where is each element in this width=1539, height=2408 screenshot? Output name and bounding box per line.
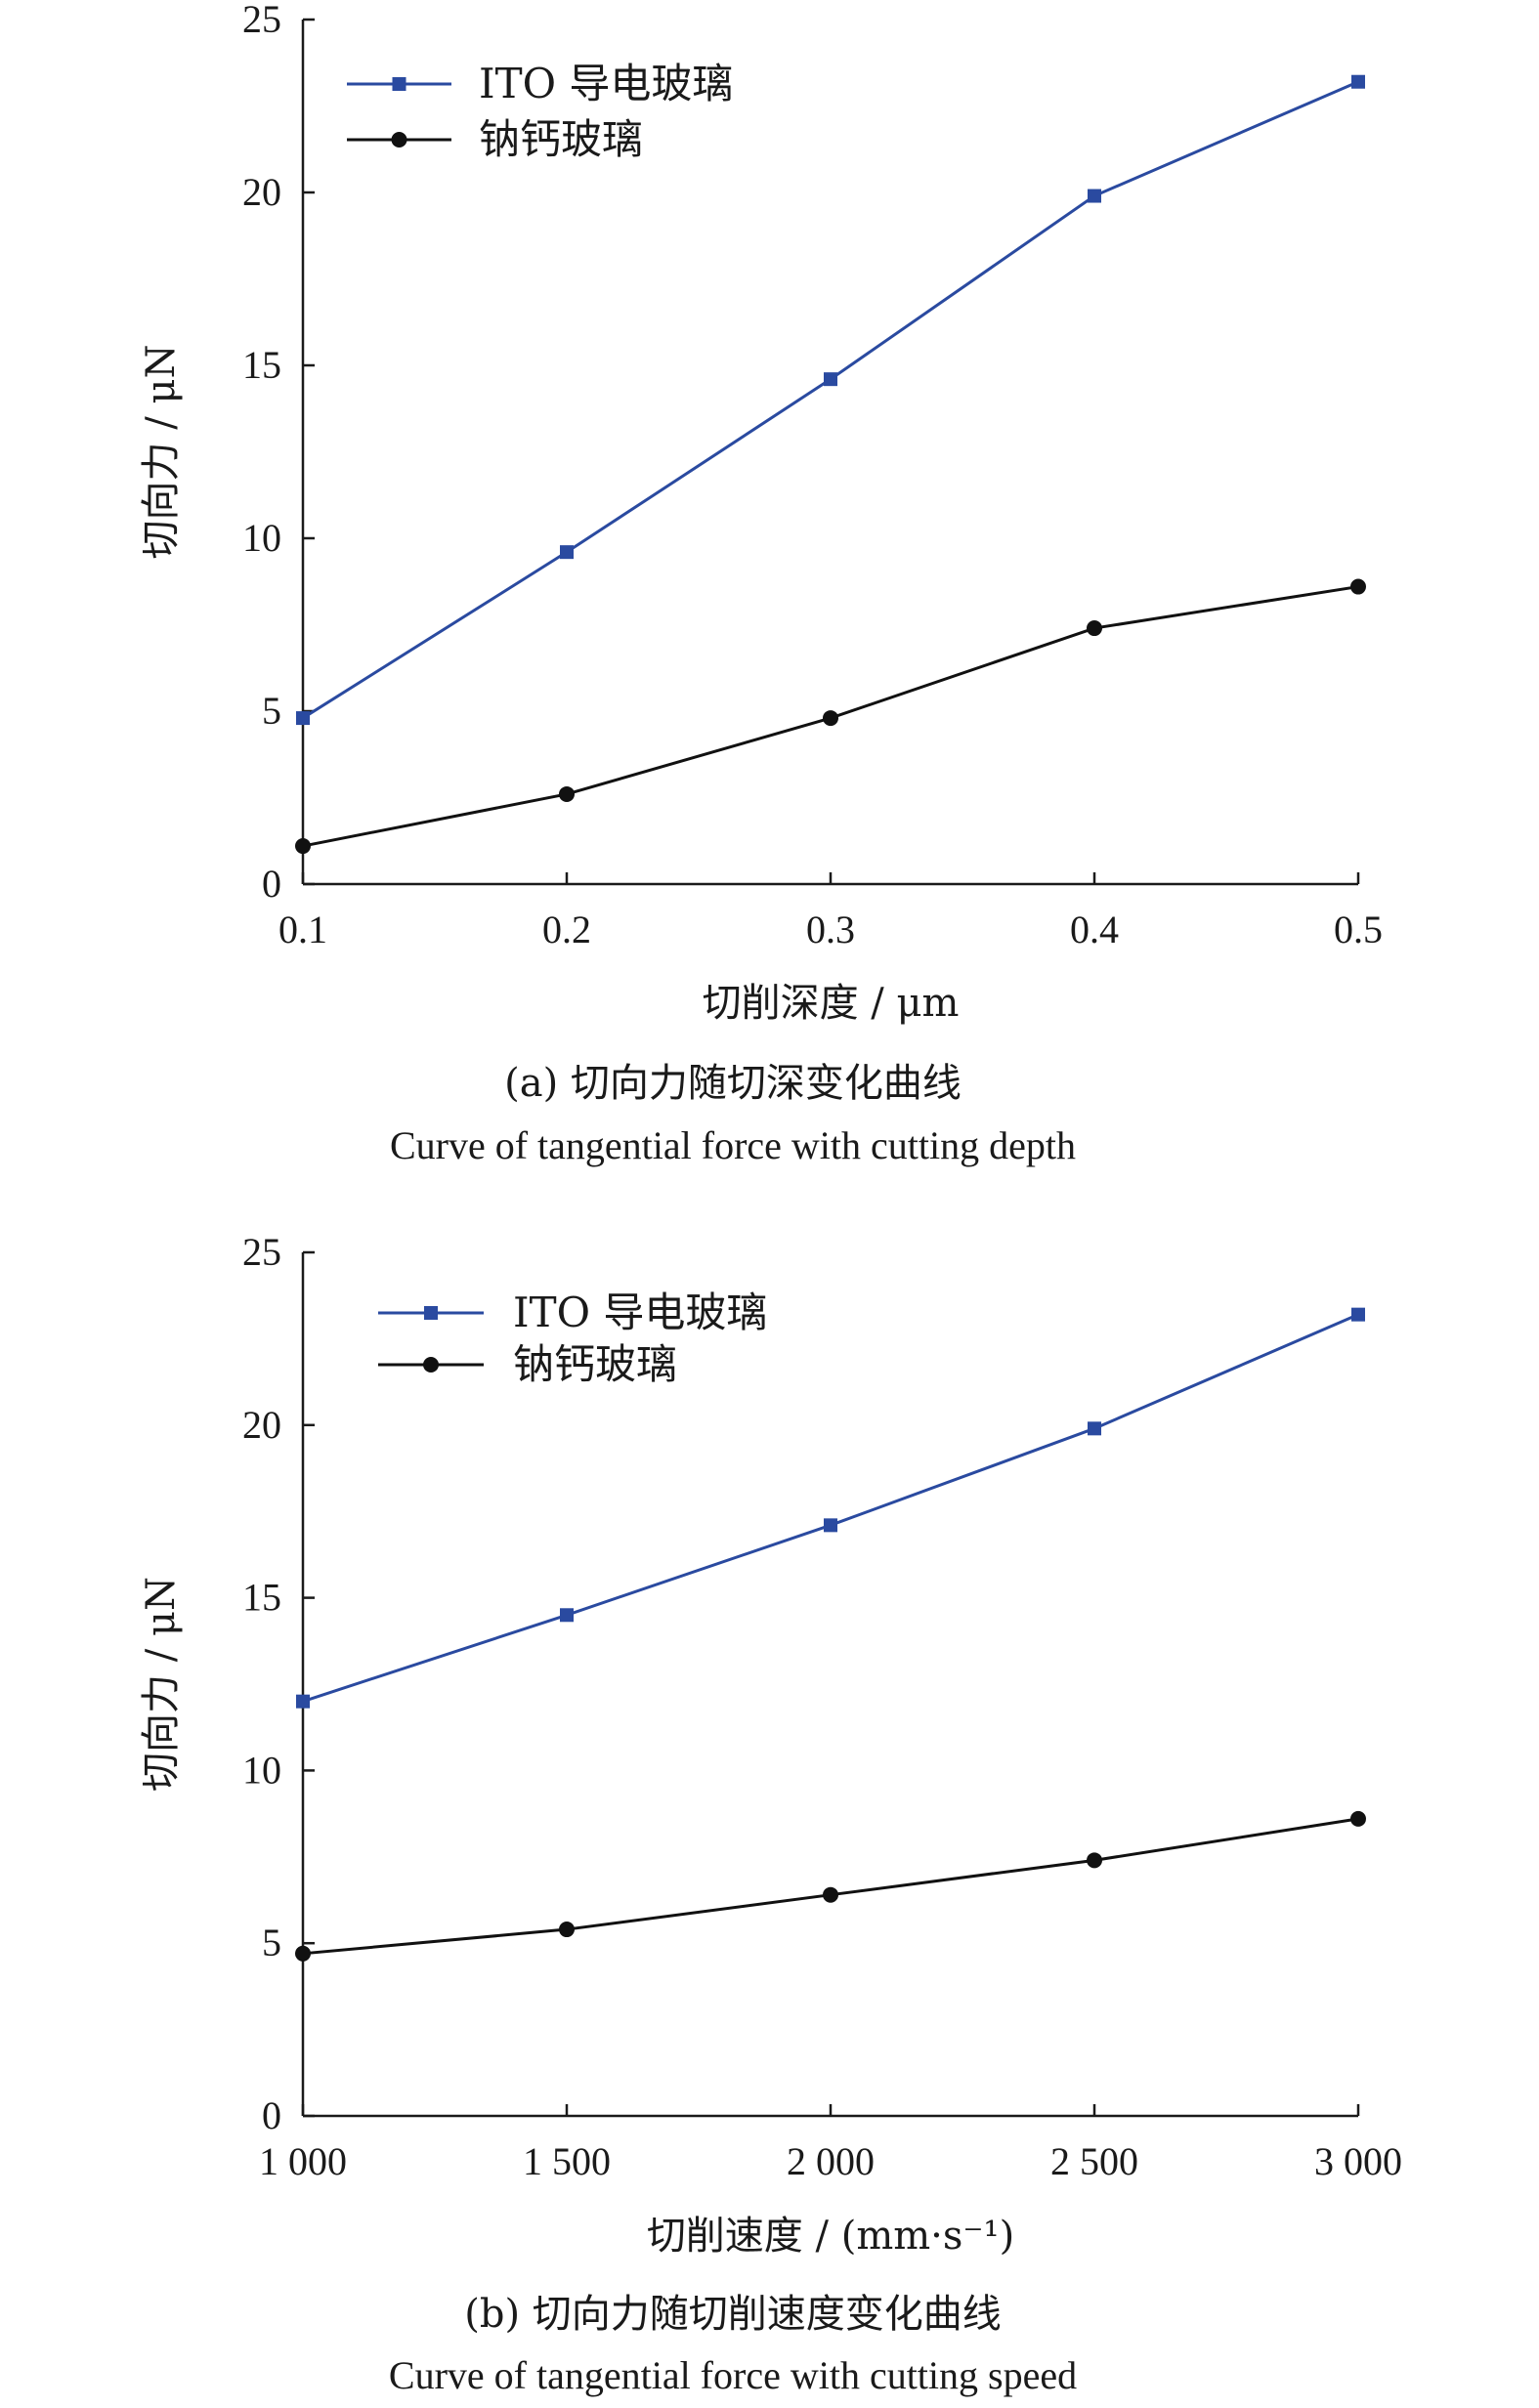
y-tick-label: 25 (242, 0, 281, 41)
x-tick-label: 1 500 (523, 2139, 611, 2183)
y-axis-title: 切向力 / μN (139, 1577, 184, 1792)
series-line (302, 80, 1359, 720)
data-point-square (824, 372, 837, 387)
x-tick-label: 2 500 (1050, 2139, 1138, 2183)
data-point-square (296, 1694, 310, 1709)
series-ito-glass (296, 1307, 1365, 1709)
legend-label: ITO 导电玻璃 (479, 60, 733, 107)
y-tick-label: 20 (242, 1403, 281, 1447)
data-point-circle (295, 1945, 311, 1962)
legend-marker-square (392, 77, 406, 91)
series-line (302, 1817, 1359, 1956)
legend-marker-circle (423, 1357, 439, 1373)
y-tick-label: 0 (262, 2093, 281, 2137)
legend-label: 钠钙玻璃 (513, 1340, 677, 1388)
chart-a: 0 5 10 15 20 25 0.1 0.2 0.3 0.4 0.5 切削深度 / μm 切向力 / … (139, 0, 1383, 1167)
y-tick-label: 5 (262, 1921, 281, 1964)
caption-cn: (b) 切向力随切削速度变化曲线 (464, 2292, 1002, 2337)
data-point-square (1351, 1307, 1365, 1322)
series-soda-lime-glass (295, 1810, 1366, 1962)
y-tick-label: 5 (262, 689, 281, 733)
chart-b: 0 5 10 15 20 25 1 000 1 500 2 000 2 500 3 000 切削速度 … (139, 1230, 1402, 2397)
series-ito-glass (296, 74, 1365, 726)
data-point-circle (1087, 620, 1102, 637)
legend-marker-circle (391, 132, 407, 148)
data-point-circle (823, 1886, 838, 1903)
data-point-square (1088, 189, 1101, 203)
series-line (302, 1313, 1359, 1704)
x-tick-label: 0.3 (806, 908, 855, 951)
data-point-square (560, 1608, 574, 1623)
x-tick-label: 1 000 (259, 2139, 347, 2183)
data-point-square (1088, 1421, 1101, 1436)
data-point-circle (1087, 1852, 1102, 1869)
data-point-circle (295, 838, 311, 855)
legend-label: 钠钙玻璃 (479, 115, 643, 163)
x-tick-label: 3 000 (1314, 2139, 1402, 2183)
y-tick-label: 15 (242, 343, 281, 387)
y-tick-label: 20 (242, 170, 281, 214)
x-tick-label: 0.1 (278, 908, 327, 951)
y-tick-label: 10 (242, 1748, 281, 1792)
data-point-square (296, 711, 310, 726)
data-point-square (1351, 74, 1365, 89)
x-axis-title: 切削速度 / (mm·s⁻¹) (647, 2214, 1014, 2259)
x-axis-title: 切削深度 / μm (703, 981, 960, 1026)
data-point-circle (559, 1922, 575, 1938)
data-point-circle (559, 785, 575, 802)
data-point-circle (1350, 1810, 1366, 1827)
x-tick-label: 0.4 (1070, 908, 1119, 951)
x-tick-label: 0.2 (542, 908, 591, 951)
y-tick-label: 0 (262, 862, 281, 906)
legend-label: ITO 导电玻璃 (513, 1288, 767, 1336)
x-tick-label: 2 000 (787, 2139, 875, 2183)
y-tick-label: 10 (242, 516, 281, 560)
y-tick-label: 25 (242, 1230, 281, 1274)
y-tick-label: 15 (242, 1576, 281, 1620)
data-point-circle (823, 710, 838, 727)
x-tick-label: 0.5 (1334, 908, 1383, 951)
legend-marker-square (424, 1306, 438, 1320)
y-axis-title: 切向力 / μN (139, 345, 184, 560)
caption-en: Curve of tangential force with cutting d… (390, 1123, 1076, 1167)
caption-en: Curve of tangential force with cutting s… (389, 2353, 1077, 2397)
series-soda-lime-glass (295, 578, 1366, 855)
data-point-square (824, 1518, 837, 1533)
data-point-circle (1350, 578, 1366, 595)
caption-cn: (a) 切向力随切深变化曲线 (504, 1061, 962, 1106)
data-point-square (560, 545, 574, 560)
